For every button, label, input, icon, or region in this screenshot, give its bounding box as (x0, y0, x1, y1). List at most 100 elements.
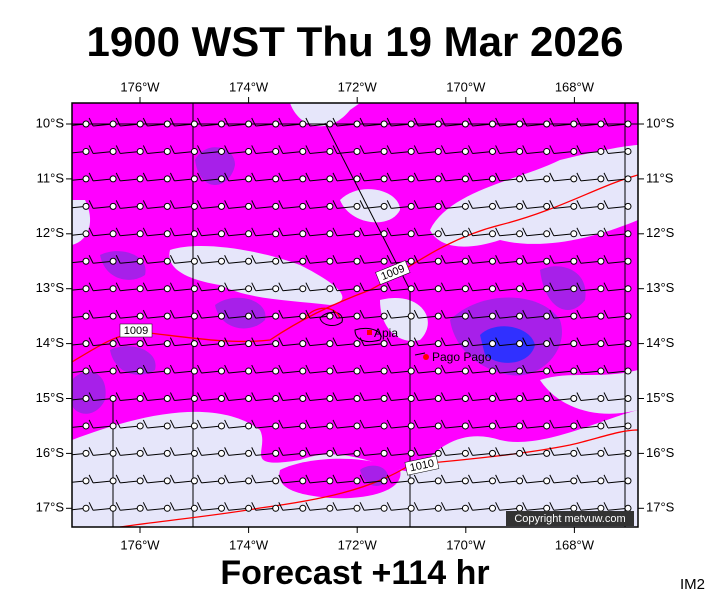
barb-station (380, 230, 388, 238)
barb-station (407, 312, 415, 320)
barb-feather (142, 364, 148, 374)
barb-station (597, 285, 605, 293)
barb-feather (115, 200, 121, 209)
barb-station (597, 504, 605, 512)
lat-label: 16°S (646, 445, 675, 460)
barb-feather (550, 530, 554, 538)
barb-station (434, 285, 442, 293)
barb-station (407, 504, 415, 512)
barb-feather (603, 172, 609, 182)
barb-station (272, 477, 280, 485)
barb-feather (332, 419, 338, 429)
barb-feather (169, 474, 175, 484)
barb-feather (305, 117, 311, 127)
barb-station (82, 202, 90, 210)
barb-feather (115, 282, 121, 291)
barb-station (434, 367, 442, 375)
barb-feather (142, 447, 148, 456)
barb-station (434, 202, 442, 210)
barb-feather (549, 145, 555, 154)
barb-feather (386, 255, 392, 264)
barb-station (489, 504, 496, 512)
barb-station (136, 257, 144, 265)
barb-station (190, 504, 198, 512)
barb-feather (88, 227, 94, 237)
barb-feather (278, 145, 284, 154)
barb-station (380, 340, 388, 348)
barb-station (434, 504, 442, 512)
barb-feather (88, 474, 94, 484)
barb-feather (386, 145, 392, 154)
barb-station (624, 285, 632, 293)
lat-label: 12°S (36, 225, 65, 240)
title: 1900 WST Thu 19 Mar 2026 (87, 18, 624, 65)
barb-station (353, 202, 361, 210)
barb-station (218, 202, 225, 210)
barb-station (136, 312, 144, 320)
barb-feather (278, 392, 284, 401)
barb-station (299, 367, 307, 375)
lon-label: 172°W (338, 537, 378, 552)
barb-feather (251, 117, 257, 127)
barb-feather (604, 530, 608, 538)
barb-feather (251, 392, 257, 401)
barb-feather (169, 227, 175, 237)
barb-feather (224, 392, 230, 401)
barb-feather (142, 337, 148, 346)
barb-station (326, 367, 334, 375)
barb-station (353, 120, 361, 128)
barb-station (353, 285, 361, 293)
barb-station (380, 257, 388, 265)
barb-station (353, 504, 361, 512)
barb-feather (468, 117, 473, 127)
barb-station (190, 120, 198, 128)
barb-station (272, 312, 280, 320)
barb-feather (496, 530, 500, 538)
barb-feather (305, 502, 311, 511)
barb-feather (576, 502, 582, 511)
barb-station (245, 367, 253, 375)
barb-feather (495, 392, 501, 401)
barb-station (82, 340, 90, 348)
barb-station (489, 147, 496, 155)
lat-label: 11°S (37, 170, 65, 185)
lon-label: 174°W (229, 537, 269, 552)
barb-feather (62, 530, 66, 538)
lat-label: 11°S (646, 170, 674, 185)
barb-feather (197, 419, 202, 429)
barb-feather (495, 309, 501, 319)
barb-station (353, 367, 361, 375)
barb-feather (169, 117, 175, 127)
barb-station (489, 422, 496, 430)
barb-feather (115, 255, 121, 264)
barb-feather (115, 392, 121, 401)
barb-station (82, 120, 90, 128)
barb-station (109, 367, 117, 375)
barb-feather (603, 255, 609, 264)
barb-station (163, 285, 171, 293)
barb-station (353, 395, 361, 402)
barb-station (109, 312, 117, 320)
barb-feather (576, 227, 582, 237)
barb-feather (278, 227, 284, 237)
barb-feather (576, 255, 582, 264)
barb-station (461, 175, 469, 183)
barb-feather (440, 200, 446, 209)
barb-feather (332, 502, 338, 511)
barb-station (543, 422, 551, 430)
barb-station (82, 257, 90, 265)
barb-station (598, 533, 604, 539)
barb-station (516, 477, 524, 485)
barb-feather (332, 200, 338, 209)
barb-feather (468, 474, 473, 484)
barb-station (597, 395, 605, 402)
barb-station (82, 449, 90, 457)
barb-station (326, 230, 334, 238)
barb-feather (305, 392, 311, 401)
barb-feather (88, 364, 94, 374)
barb-feather (387, 530, 391, 538)
barb-station (543, 367, 551, 375)
barb-station (136, 147, 144, 155)
barb-station (543, 504, 551, 512)
barb-feather (522, 227, 528, 237)
